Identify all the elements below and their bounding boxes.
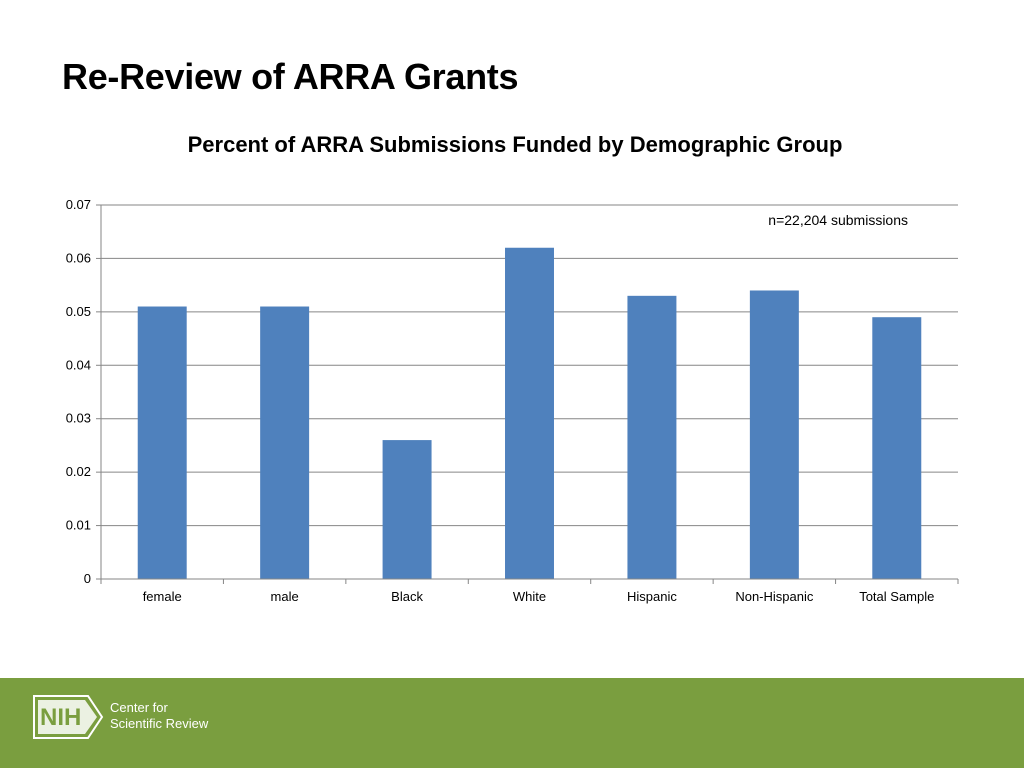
footer-bar: NIH Center for Scientific Review (0, 678, 1024, 768)
y-tick-label: 0.02 (66, 464, 91, 479)
bar (137, 306, 187, 579)
bar (382, 440, 432, 579)
bar (872, 317, 922, 579)
x-tick-label: Total Sample (859, 589, 934, 604)
x-tick-label: White (513, 589, 546, 604)
x-tick-label: female (143, 589, 182, 604)
org-name-line1: Center for (110, 700, 168, 715)
chart-title: Percent of ARRA Submissions Funded by De… (187, 132, 843, 157)
org-name-line2: Scientific Review (110, 716, 209, 731)
bar-chart: 0 0.01 0.02 0.03 0.04 0.05 0.06 0.07 female male B… (66, 197, 959, 604)
x-tick-label: Hispanic (627, 589, 677, 604)
x-tick-label: Black (391, 589, 423, 604)
org-name: Center for Scientific Review (110, 700, 208, 732)
x-tick-label: male (271, 589, 299, 604)
y-tick-label: 0.03 (66, 411, 91, 426)
y-tick-label: 0 (84, 571, 91, 586)
y-tick-label: 0.04 (66, 357, 91, 372)
bar (260, 306, 310, 579)
x-tick-label: Non-Hispanic (735, 589, 814, 604)
y-tick-label: 0.07 (66, 197, 91, 212)
nih-logo-icon: NIH (33, 695, 104, 739)
y-tick-label: 0.06 (66, 250, 91, 265)
bar (749, 290, 799, 579)
bar (505, 247, 554, 579)
y-tick-label: 0.01 (66, 518, 91, 533)
chart-annotation: n=22,204 submissions (768, 212, 908, 228)
slide-title: Re-Review of ARRA Grants (62, 56, 519, 97)
bar (627, 295, 677, 579)
nih-logo-text: NIH (40, 704, 81, 731)
y-tick-label: 0.05 (66, 304, 91, 319)
